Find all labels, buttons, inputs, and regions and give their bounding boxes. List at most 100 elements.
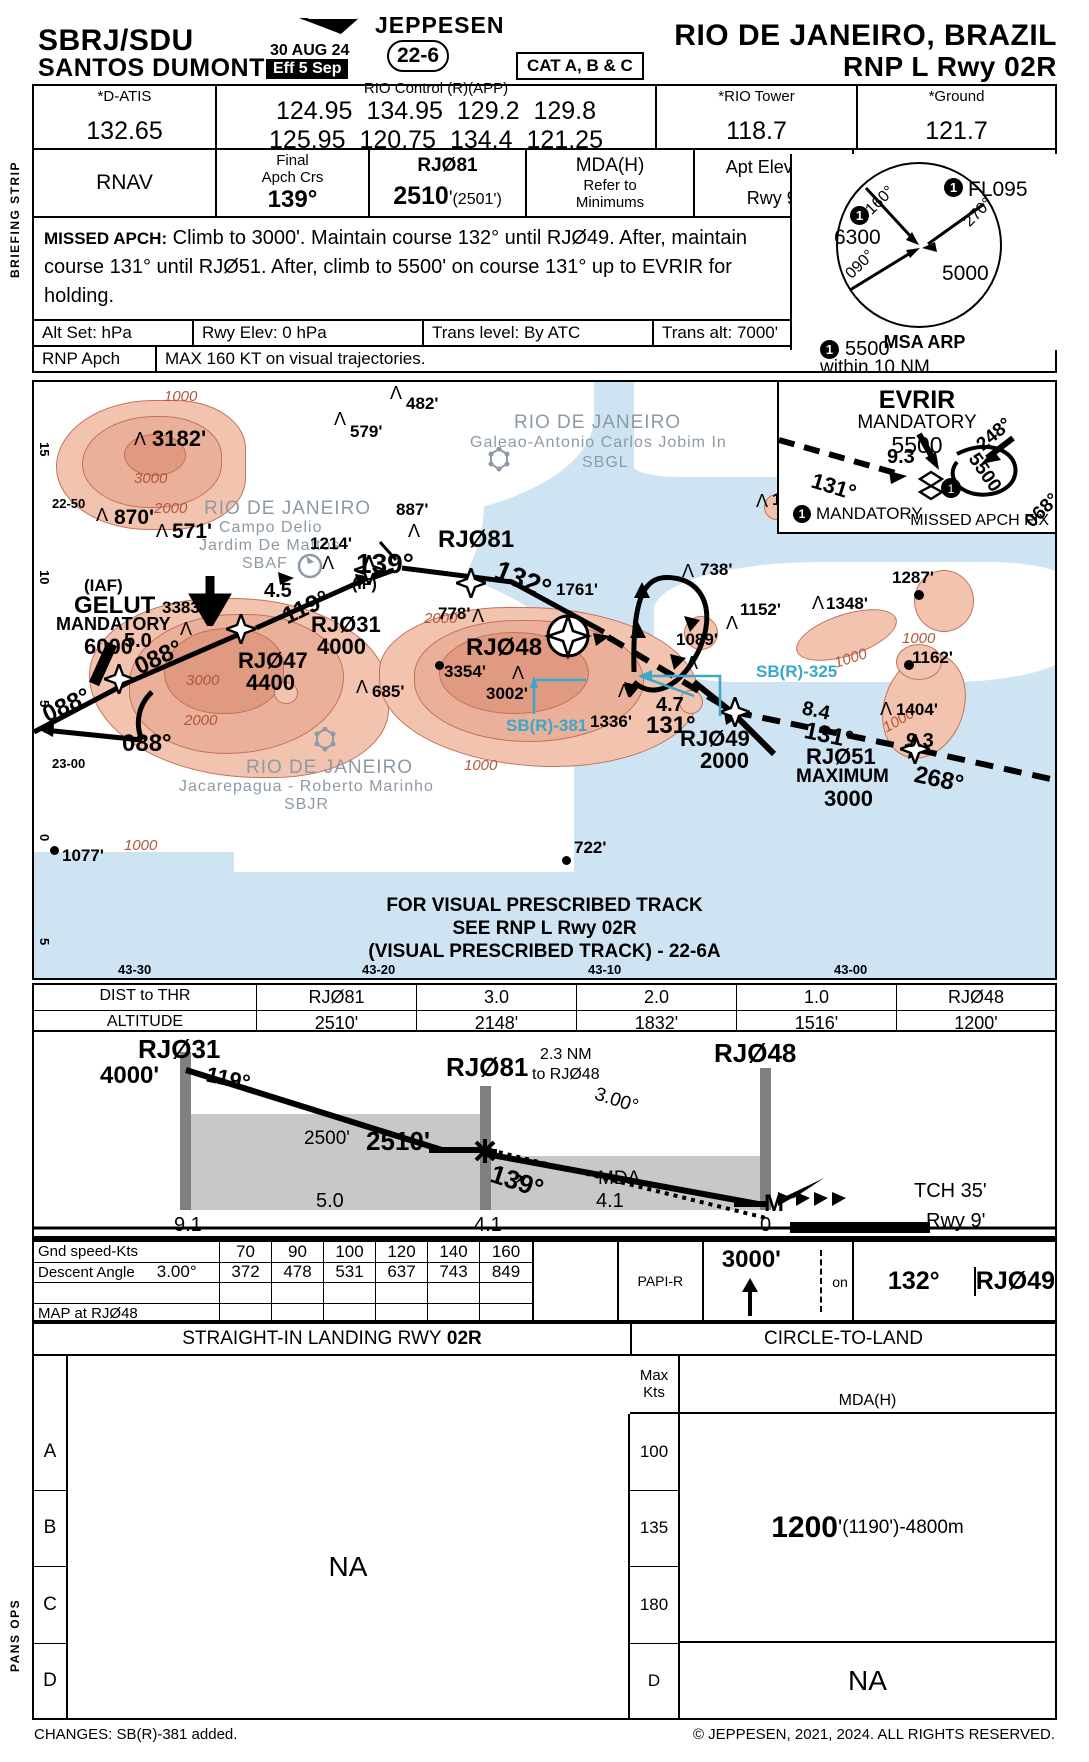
leg-distance-4.5: 4.5 [264,580,292,602]
course-119: 139° [356,548,414,579]
waypoint-star-rjo31 [354,555,384,585]
category-c: C [34,1567,66,1644]
msa-alt-5000: 5000 [942,262,989,285]
rjo47-name: RJØ47 [238,648,308,673]
circle-to-land-body: Max Kts 100 135 180 D MDA(H) 1200 ' (1190'… [630,1356,1055,1719]
circle-vis: -4800m [899,1516,964,1538]
evrir-hold-icon: 1 [779,432,1018,501]
missed-approach-row: MISSED APCH: Climb to 3000'. Maintain co… [34,218,1055,321]
profile-dist-mark: 4.1 [474,1214,502,1236]
circle-mda-tick: ' [837,1514,843,1540]
ma-course: 132° [854,1266,976,1296]
peak-icon: Λ [512,663,525,683]
chart-date: 30 AUG 24 [270,42,350,59]
rjo51-altitude: 3000 [824,786,873,811]
final-crs-label-2: Apch Crs [261,169,324,186]
profile-dist-mark: 9.1 [174,1214,202,1236]
rjo49-name: RJØ49 [680,726,750,751]
margin-ref: 23-00 [52,756,86,771]
airport-ident: SBRJ/SDU [38,24,194,57]
spot-elev-1089: 1089' [676,630,718,649]
altitude-cell: 1516' [737,1011,897,1036]
empty-cell [480,1283,532,1303]
ground-cell: *Ground 121.7 [858,86,1055,148]
max-kts-label: Max Kts [630,1356,678,1414]
msa-circle-icon [836,162,1002,328]
missed-approach-text: Climb to 3000'. Maintain course 132° unt… [44,227,748,307]
descent-angle-text: Descent Angle [38,1263,135,1281]
airspace-label-sb-r-381: SB(R)-381 [506,716,588,735]
altitude-cell: 2510' [257,1011,417,1036]
peak-icon: Λ [682,561,695,581]
terrain-contour-3000 [124,434,186,476]
peak-icon: Λ [880,699,893,719]
airspace-label-sb-r-325: SB(R)-325 [756,662,838,681]
speed-cell: 120 [376,1242,428,1262]
peak-icon: Λ [472,606,485,626]
freq: 125.95 [269,125,346,154]
msa-flag-icon: 1 [850,206,869,225]
airport-name: SANTOS DUMONT [38,54,265,82]
spot-elev-1214: 1214' [310,534,352,553]
contour-label-3000: 3000 [134,470,168,487]
circle-kts: 135 [630,1491,678,1567]
rnp-apch-note: MAX 160 KT on visual trajectories. [165,349,426,368]
spot-elev-3002: 3002' [486,684,528,703]
airspace-sb-r-325-icon [638,670,722,716]
course-268-outbound: 088° [122,730,172,757]
profile-note-to-rjo48: to RJØ48 [532,1066,600,1083]
faf-label: RJØ81 [417,155,478,176]
tower-label: *RIO Tower [718,88,795,105]
profile-rjo81-name: RJØ81 [446,1052,529,1082]
spot-elev-1336: 1336' [590,712,632,731]
trans-alt: Trans alt: 7000' [662,323,779,342]
plan-view: 1000 3000 2000 3000 2000 1000 2000 1000 … [32,380,1057,980]
max-label: Max [639,1367,669,1384]
minimums-header: STRAIGHT-IN LANDING RWY 02R CIRCLE-TO-LA… [34,1324,1055,1356]
dist-cell: RJØ48 [947,987,1005,1007]
rate-cell: 637 [376,1262,428,1282]
obstacle-dot-icon [562,856,571,865]
final-crs-label-1: Final [276,152,309,169]
circle-values-column: MDA(H) 1200 ' (1190') -4800m NA [680,1356,1055,1719]
empty-cell [376,1283,428,1303]
control-freq-row-2: 125.95 120.75 134.4 121.25 [269,126,603,155]
briefing-strip-tab: BRIEFING STRIP [8,160,22,278]
visual-track-note-2: SEE RNP L Rwy 02R [452,918,637,939]
final-crs-value: 139° [267,186,318,213]
rjo51-qualifier: MAXIMUM [796,766,889,787]
final-apch-crs-cell: Final Apch Crs 139° [217,150,370,216]
descent-angle-value: 3.00° [156,1262,197,1282]
procedure-track-icon [34,541,1055,783]
obstacle-dot-icon [435,661,444,670]
msa-within: within 10 NM. [820,357,936,378]
spot-elev-1404: 1404' [896,700,938,719]
max-kts-column: Max Kts 100 135 180 D [630,1356,680,1719]
contour-label-1000: 1000 [902,630,936,647]
mda-note-2: Minimums [575,194,645,211]
peak-icon: Λ [322,553,335,573]
land-area [434,382,594,444]
ma-fix: RJØ49 [975,1266,1055,1295]
circle-to-land-header: CIRCLE-TO-LAND [763,1328,924,1349]
category-b: B [34,1491,66,1567]
airport-symbol-icon [488,447,510,472]
missed-approach-summary: 3000' on 132° RJØ49 [704,1242,1055,1320]
evrir-mandatory: MANDATORY [857,412,977,433]
gelut-iaf-label: (IAF) [84,576,123,595]
circle-kts: 180 [630,1567,678,1644]
rjo31-if-label: (IF) [352,576,377,593]
airport-symbol-icon [297,553,323,579]
contour-label-2000: 2000 [184,712,218,729]
control-label: RIO Control (R)(APP) [363,79,509,97]
lat-tick: 10 [37,570,52,585]
speed-cell: 160 [491,1241,521,1261]
rjo51-name: RJØ51 [806,744,876,769]
gelut-name: GELUT [74,592,156,619]
rnp-apch-label: RNP Apch [34,347,157,371]
control-freq-grid: 124.95 134.95 129.2 129.8 125.95 120.75 … [221,97,651,155]
climb-arrow-icon [741,1278,758,1316]
airport-name-sbjr: Jacarepagua - Roberto Marinho [179,778,434,795]
altitude-cell: 1832' [577,1011,737,1036]
